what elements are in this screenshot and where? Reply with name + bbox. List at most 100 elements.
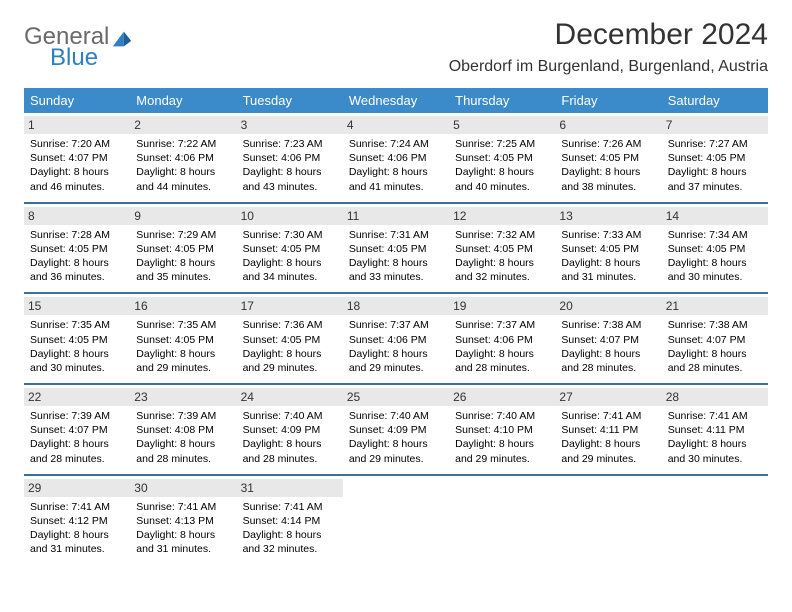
sunrise-text: Sunrise: 7:20 AM [30,137,124,151]
day-info: Sunrise: 7:26 AMSunset: 4:05 PMDaylight:… [561,137,655,194]
day-cell: 6Sunrise: 7:26 AMSunset: 4:05 PMDaylight… [555,113,661,202]
daylight-line1: Daylight: 8 hours [561,347,655,361]
day-cell-empty [449,476,555,565]
day-number: 14 [662,207,768,225]
day-info: Sunrise: 7:31 AMSunset: 4:05 PMDaylight:… [349,228,443,285]
week-row: 8Sunrise: 7:28 AMSunset: 4:05 PMDaylight… [24,204,768,295]
sunset-text: Sunset: 4:06 PM [136,151,230,165]
sunrise-text: Sunrise: 7:40 AM [243,409,337,423]
sunrise-text: Sunrise: 7:28 AM [30,228,124,242]
sunset-text: Sunset: 4:10 PM [455,423,549,437]
daylight-line2: and 33 minutes. [349,270,443,284]
day-info: Sunrise: 7:24 AMSunset: 4:06 PMDaylight:… [349,137,443,194]
daylight-line1: Daylight: 8 hours [668,347,762,361]
daylight-line2: and 31 minutes. [136,542,230,556]
daylight-line2: and 29 minutes. [136,361,230,375]
day-info: Sunrise: 7:29 AMSunset: 4:05 PMDaylight:… [136,228,230,285]
weekday-header-row: Sunday Monday Tuesday Wednesday Thursday… [24,88,768,113]
sunset-text: Sunset: 4:07 PM [668,333,762,347]
sunrise-text: Sunrise: 7:40 AM [455,409,549,423]
day-number: 19 [449,297,555,315]
daylight-line2: and 28 minutes. [561,361,655,375]
sunset-text: Sunset: 4:05 PM [455,242,549,256]
day-cell: 28Sunrise: 7:41 AMSunset: 4:11 PMDayligh… [662,385,768,474]
day-info: Sunrise: 7:37 AMSunset: 4:06 PMDaylight:… [455,318,549,375]
daylight-line2: and 29 minutes. [349,361,443,375]
daylight-line2: and 36 minutes. [30,270,124,284]
sunrise-text: Sunrise: 7:30 AM [243,228,337,242]
daylight-line2: and 28 minutes. [668,361,762,375]
daylight-line2: and 30 minutes. [30,361,124,375]
day-cell: 9 Sunrise: 7:29 AMSunset: 4:05 PMDaylight… [130,204,236,293]
day-number: 2 [130,116,236,134]
weekday-header: Monday [130,88,236,113]
day-info: Sunrise: 7:40 AMSunset: 4:09 PMDaylight:… [243,409,337,466]
day-info: Sunrise: 7:41 AMSunset: 4:11 PMDaylight:… [561,409,655,466]
title-block: December 2024 Oberdorf im Burgenland, Bu… [449,18,768,76]
daylight-line2: and 32 minutes. [243,542,337,556]
daylight-line2: and 28 minutes. [455,361,549,375]
sunrise-text: Sunrise: 7:32 AM [455,228,549,242]
day-info: Sunrise: 7:28 AMSunset: 4:05 PMDaylight:… [30,228,124,285]
day-cell: 17Sunrise: 7:36 AMSunset: 4:05 PMDayligh… [237,294,343,383]
daylight-line1: Daylight: 8 hours [30,437,124,451]
day-number: 9 [130,207,236,225]
daylight-line1: Daylight: 8 hours [455,256,549,270]
day-cell: 7Sunrise: 7:27 AMSunset: 4:05 PMDaylight… [662,113,768,202]
day-info: Sunrise: 7:35 AMSunset: 4:05 PMDaylight:… [30,318,124,375]
day-cell: 21Sunrise: 7:38 AMSunset: 4:07 PMDayligh… [662,294,768,383]
day-cell: 30Sunrise: 7:41 AMSunset: 4:13 PMDayligh… [130,476,236,565]
day-info: Sunrise: 7:35 AMSunset: 4:05 PMDaylight:… [136,318,230,375]
day-number: 25 [343,388,449,406]
daylight-line2: and 30 minutes. [668,270,762,284]
day-number: 4 [343,116,449,134]
sunset-text: Sunset: 4:06 PM [455,333,549,347]
day-cell: 23 Sunrise: 7:39 AMSunset: 4:08 PMDayligh… [130,385,236,474]
daylight-line1: Daylight: 8 hours [561,437,655,451]
day-cell: 29 Sunrise: 7:41 AMSunset: 4:12 PMDayligh… [24,476,130,565]
day-info: Sunrise: 7:22 AMSunset: 4:06 PMDaylight:… [136,137,230,194]
daylight-line2: and 28 minutes. [243,452,337,466]
sunset-text: Sunset: 4:11 PM [561,423,655,437]
sunrise-text: Sunrise: 7:34 AM [668,228,762,242]
sunrise-text: Sunrise: 7:38 AM [561,318,655,332]
day-info: Sunrise: 7:39 AMSunset: 4:08 PMDaylight:… [136,409,230,466]
sunrise-text: Sunrise: 7:37 AM [349,318,443,332]
week-row: 22Sunrise: 7:39 AMSunset: 4:07 PMDayligh… [24,385,768,476]
daylight-line2: and 43 minutes. [243,180,337,194]
weekday-header: Saturday [662,88,768,113]
sunrise-text: Sunrise: 7:23 AM [243,137,337,151]
day-info: Sunrise: 7:36 AMSunset: 4:05 PMDaylight:… [243,318,337,375]
weeks-container: 1Sunrise: 7:20 AMSunset: 4:07 PMDaylight… [24,113,768,564]
day-info: Sunrise: 7:41 AMSunset: 4:12 PMDaylight:… [30,500,124,557]
sunset-text: Sunset: 4:05 PM [136,242,230,256]
sunset-text: Sunset: 4:06 PM [349,333,443,347]
day-number: 23 [130,388,236,406]
sunset-text: Sunset: 4:05 PM [136,333,230,347]
day-info: Sunrise: 7:39 AMSunset: 4:07 PMDaylight:… [30,409,124,466]
day-info: Sunrise: 7:38 AMSunset: 4:07 PMDaylight:… [668,318,762,375]
location-text: Oberdorf im Burgenland, Burgenland, Aust… [449,58,768,76]
day-cell: 3Sunrise: 7:23 AMSunset: 4:06 PMDaylight… [237,113,343,202]
day-cell: 2 Sunrise: 7:22 AMSunset: 4:06 PMDaylight… [130,113,236,202]
daylight-line1: Daylight: 8 hours [668,165,762,179]
day-cell: 13Sunrise: 7:33 AMSunset: 4:05 PMDayligh… [555,204,661,293]
daylight-line1: Daylight: 8 hours [668,256,762,270]
sunset-text: Sunset: 4:05 PM [561,151,655,165]
day-cell: 10Sunrise: 7:30 AMSunset: 4:05 PMDayligh… [237,204,343,293]
day-info: Sunrise: 7:30 AMSunset: 4:05 PMDaylight:… [243,228,337,285]
sunset-text: Sunset: 4:08 PM [136,423,230,437]
sunset-text: Sunset: 4:12 PM [30,514,124,528]
sunrise-text: Sunrise: 7:41 AM [668,409,762,423]
sunset-text: Sunset: 4:05 PM [30,333,124,347]
day-cell: 19 Sunrise: 7:37 AMSunset: 4:06 PMDayligh… [449,294,555,383]
sunrise-text: Sunrise: 7:41 AM [243,500,337,514]
sunrise-text: Sunrise: 7:39 AM [30,409,124,423]
sunset-text: Sunset: 4:14 PM [243,514,337,528]
weekday-header: Sunday [24,88,130,113]
day-number: 29 [24,479,130,497]
week-row: 1Sunrise: 7:20 AMSunset: 4:07 PMDaylight… [24,113,768,204]
daylight-line2: and 32 minutes. [455,270,549,284]
daylight-line2: and 31 minutes. [561,270,655,284]
day-info: Sunrise: 7:33 AMSunset: 4:05 PMDaylight:… [561,228,655,285]
